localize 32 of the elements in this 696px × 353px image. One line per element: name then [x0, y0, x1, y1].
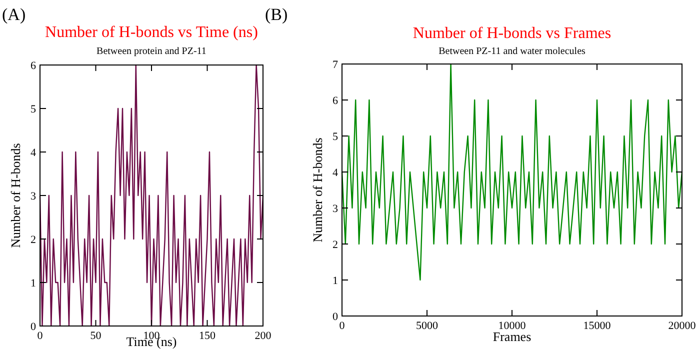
y-tick-label: 3 — [30, 190, 36, 202]
x-tick-label: 15000 — [583, 320, 612, 332]
y-tick-label: 1 — [30, 278, 36, 290]
chart-subtitle: Between PZ-11 and water molecules — [438, 46, 586, 57]
y-tick-label: 0 — [332, 311, 338, 323]
y-axis-title: Number of H-bonds — [310, 138, 325, 242]
y-tick-label: 2 — [332, 239, 338, 251]
x-tick-label: 20000 — [668, 320, 696, 332]
x-axis-title: Frames — [492, 329, 532, 344]
text: (B) — [265, 5, 288, 24]
x-tick-label: 50 — [90, 330, 102, 342]
text: (A) — [2, 5, 26, 24]
y-tick-label: 7 — [332, 59, 338, 71]
line-series — [341, 63, 683, 281]
x-tick-label: 10000 — [498, 320, 526, 332]
y-tick-label: 1 — [332, 275, 338, 287]
x-tick-label: 150 — [199, 330, 216, 342]
y-tick-label: 5 — [30, 104, 36, 116]
x-tick-label: 200 — [254, 330, 272, 342]
x-tick-label: 5000 — [416, 320, 438, 332]
y-tick-label: 2 — [30, 234, 36, 246]
chart-subtitle: Between protein and PZ-11 — [96, 46, 206, 57]
y-tick-label: 5 — [332, 131, 338, 143]
y-tick-label: 6 — [332, 95, 338, 107]
y-tick-label: 6 — [30, 60, 36, 72]
line-series — [39, 64, 264, 327]
y-tick-label: 4 — [30, 147, 36, 159]
y-axis-title: Number of H-bonds — [8, 143, 23, 248]
chart-title: Number of H-bonds vs Frames — [412, 25, 612, 42]
chart-title: Number of H-bonds vs Time (ns) — [45, 24, 258, 41]
y-tick-label: 3 — [332, 203, 338, 215]
y-tick-label: 4 — [332, 167, 338, 179]
